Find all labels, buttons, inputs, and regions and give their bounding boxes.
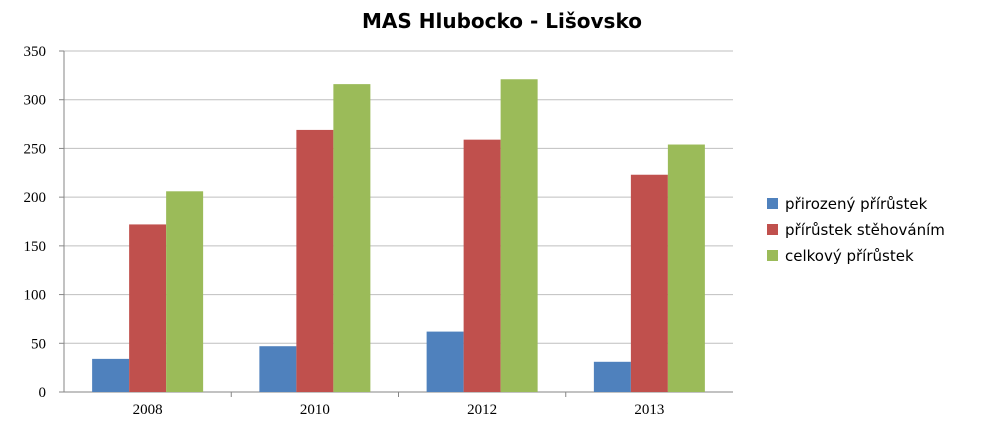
y-tick-label: 300 [24,93,47,109]
y-tick-label: 350 [24,44,47,60]
legend-label: přirozený přírůstek [785,195,928,213]
x-tick-label: 2013 [634,402,664,418]
y-tick-label: 200 [24,190,47,206]
bar [500,79,538,393]
bar [333,84,371,392]
bar [166,191,204,392]
y-tick-label: 100 [24,288,47,304]
legend-label: celkový přírůstek [785,247,914,265]
bar [667,144,705,392]
bars [92,79,705,393]
x-tick-label: 2008 [133,402,163,418]
bar [129,224,167,392]
bar [92,358,130,392]
bar [630,174,668,392]
bar [426,331,464,392]
bar [259,346,297,392]
legend-swatch [767,224,778,235]
y-tick-label: 150 [24,239,47,255]
chart-title: MAS Hlubocko - Lišovsko [362,9,642,33]
bar [463,139,501,392]
y-tick-labels: 0 50 100 150 200 250 300 350 [24,44,47,401]
bar [593,361,631,392]
y-tick-label: 0 [39,385,47,401]
x-tick-label: 2012 [467,402,497,418]
y-tick-label: 50 [31,336,46,352]
y-tick-label: 250 [24,141,47,157]
x-tick-label: 2010 [300,402,330,418]
legend: přirozený přírůstek přírůstek stěhováním c… [767,195,945,265]
legend-label: přírůstek stěhováním [785,221,945,239]
x-tick-labels: 2008 2010 2012 2013 [133,402,665,418]
legend-swatch [767,250,778,261]
bar [296,129,334,392]
legend-swatch [767,198,778,209]
